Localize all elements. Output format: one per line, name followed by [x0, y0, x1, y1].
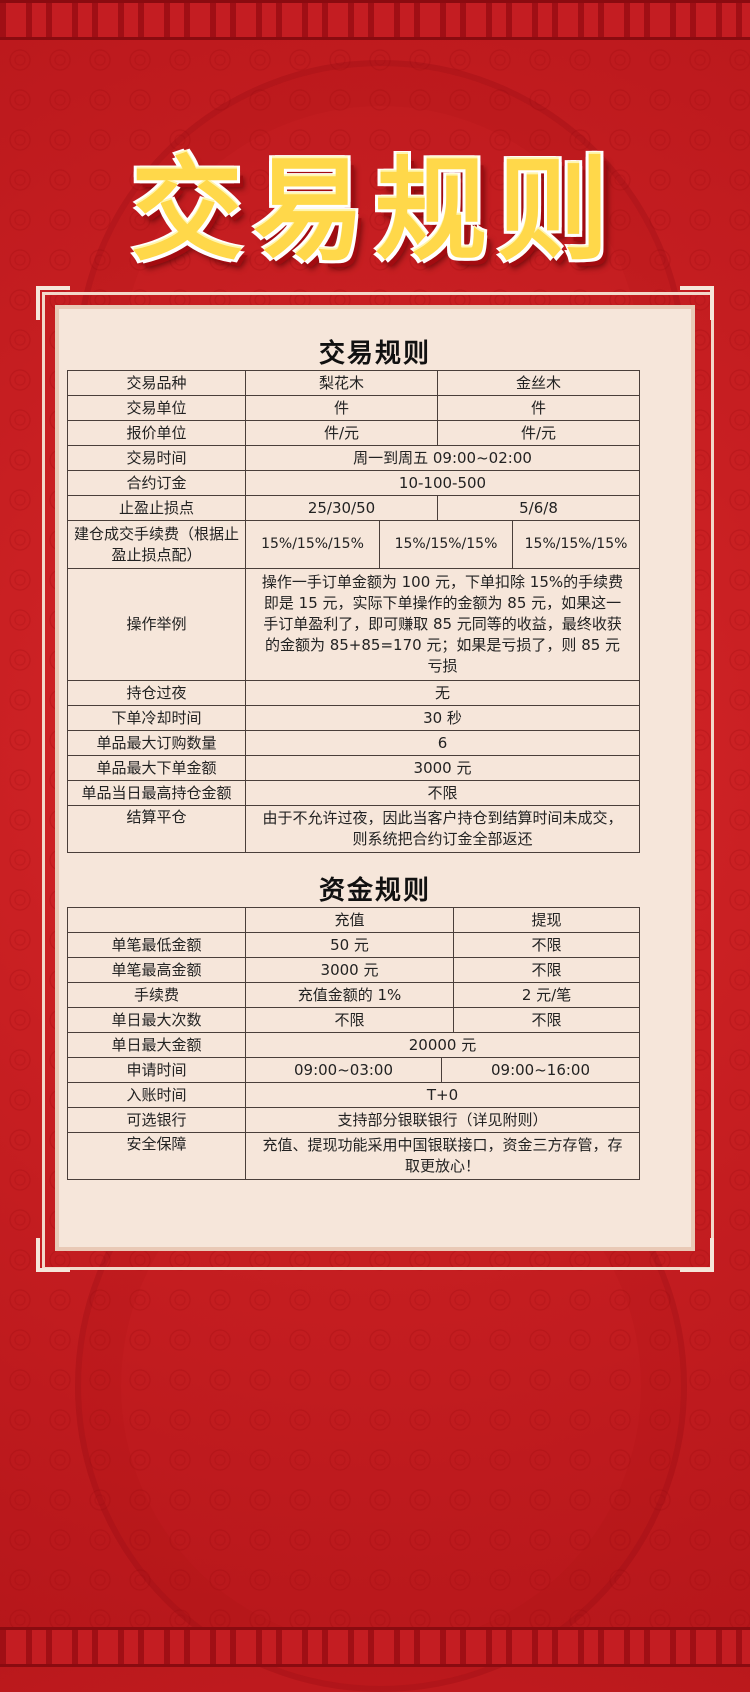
cell-value: 不限	[453, 957, 641, 983]
row-label: 止盈止损点	[67, 495, 246, 521]
column-header: 充值	[244, 907, 455, 933]
cell-value: 30 秒	[244, 705, 641, 731]
row-label: 单品最大下单金额	[67, 755, 246, 781]
row-label: 下单冷却时间	[67, 705, 246, 731]
table-row: 手续费 充值金额的 1% 2 元/笔	[67, 982, 641, 1008]
row-label: 可选银行	[67, 1107, 246, 1133]
cell-value: 不限	[453, 932, 641, 958]
empty-cell	[67, 907, 246, 933]
cell-value: 09:00~03:00	[245, 1057, 442, 1083]
cell-value: 无	[244, 680, 641, 706]
panel-frame	[42, 292, 714, 1270]
example-text: 操作一手订单金额为 100 元，下单扣除 15%的手续费即是 15 元，实际下单…	[244, 568, 641, 681]
table-row: 申请时间 09:00~03:00 09:00~16:00	[67, 1057, 641, 1083]
bottom-border-band	[0, 1627, 750, 1667]
row-label: 交易品种	[67, 370, 246, 396]
table-row: 合约订金 10-100-500	[67, 470, 641, 496]
top-border-band	[0, 0, 750, 40]
frame-corner	[680, 1238, 714, 1272]
column-header: 提现	[453, 907, 641, 933]
cell-value: 不限	[244, 780, 641, 806]
cell-value: 10-100-500	[244, 470, 641, 496]
cell-value: 不限	[244, 1007, 455, 1033]
cell-value: 件/元	[244, 420, 439, 446]
row-label: 报价单位	[67, 420, 246, 446]
cell-value: 件	[437, 395, 641, 421]
table-row: 下单冷却时间 30 秒	[67, 705, 641, 731]
cell-value: 充值、提现功能采用中国银联接口，资金三方存管，存取更放心！	[244, 1132, 641, 1180]
frame-corner	[36, 286, 70, 320]
row-label: 单品最大订购数量	[67, 730, 246, 756]
table-row: 交易时间 周一到周五 09:00~02:00	[67, 445, 641, 471]
product-name: 梨花木	[244, 370, 439, 396]
table-row: 单日最大次数 不限 不限	[67, 1007, 641, 1033]
row-label: 入账时间	[67, 1082, 246, 1108]
table-row: 操作举例 操作一手订单金额为 100 元，下单扣除 15%的手续费即是 15 元…	[67, 568, 641, 681]
cell-value: 3000 元	[244, 755, 641, 781]
funds-section-title: 资金规则	[318, 876, 431, 906]
cell-value: 25/30/50	[244, 495, 439, 521]
cell-value: 件	[244, 395, 439, 421]
row-label: 单品当日最高持仓金额	[67, 780, 246, 806]
cell-value: 6	[244, 730, 641, 756]
table-row: 单笔最高金额 3000 元 不限	[67, 957, 641, 983]
row-label: 交易时间	[67, 445, 246, 471]
cell-value: 件/元	[437, 420, 641, 446]
table-row: 报价单位 件/元 件/元	[67, 420, 641, 446]
cell-value: 09:00~16:00	[440, 1057, 641, 1083]
cell-value: 支持部分银联银行（详见附则）	[244, 1107, 641, 1133]
row-label: 单日最大次数	[67, 1007, 246, 1033]
row-label: 操作举例	[67, 568, 246, 681]
trade-rules-table: 交易品种 梨花木 金丝木 交易单位 件 件 报价单位 件/元 件/元 交易时间 …	[67, 370, 641, 853]
row-label: 交易单位	[67, 395, 246, 421]
cell-value: 50 元	[244, 932, 455, 958]
row-label: 手续费	[67, 982, 246, 1008]
row-label: 申请时间	[67, 1057, 246, 1083]
table-row: 充值 提现	[67, 907, 641, 933]
row-label: 建仓成交手续费（根据止盈止损点配）	[67, 520, 246, 569]
cell-value: 15%/15%/15%	[512, 520, 641, 569]
row-label: 持仓过夜	[67, 680, 246, 706]
funds-rules-table: 充值 提现 单笔最低金额 50 元 不限 单笔最高金额 3000 元 不限 手续…	[67, 907, 641, 1180]
row-label: 单笔最低金额	[67, 932, 246, 958]
table-row: 入账时间 T+0	[67, 1082, 641, 1108]
frame-corner	[36, 1238, 70, 1272]
row-label: 结算平仓	[67, 805, 246, 853]
table-row: 单品最大订购数量 6	[67, 730, 641, 756]
cell-value: 充值金额的 1%	[244, 982, 455, 1008]
cell-value: 3000 元	[244, 957, 455, 983]
cell-value: 15%/15%/15%	[378, 520, 514, 569]
table-row: 单笔最低金额 50 元 不限	[67, 932, 641, 958]
cell-value: 5/6/8	[437, 495, 641, 521]
row-label: 安全保障	[67, 1132, 246, 1180]
table-row: 可选银行 支持部分银联银行（详见附则）	[67, 1107, 641, 1133]
banner-title: 交易规则	[131, 146, 619, 276]
row-label: 单日最大金额	[67, 1032, 246, 1058]
cell-value: T+0	[244, 1082, 641, 1108]
cell-value: 周一到周五 09:00~02:00	[244, 445, 641, 471]
table-row: 单品当日最高持仓金额 不限	[67, 780, 641, 806]
table-row: 交易品种 梨花木 金丝木	[67, 370, 641, 396]
table-row: 单日最大金额 20000 元	[67, 1032, 641, 1058]
row-label: 合约订金	[67, 470, 246, 496]
row-label: 单笔最高金额	[67, 957, 246, 983]
cell-value: 2 元/笔	[453, 982, 641, 1008]
table-row: 结算平仓 由于不允许过夜，因此当客户持仓到结算时间未成交，则系统把合约订金全部返…	[67, 805, 641, 853]
table-row: 单品最大下单金额 3000 元	[67, 755, 641, 781]
table-row: 安全保障 充值、提现功能采用中国银联接口，资金三方存管，存取更放心！	[67, 1132, 641, 1180]
cell-value: 不限	[453, 1007, 641, 1033]
table-row: 交易单位 件 件	[67, 395, 641, 421]
product-name: 金丝木	[437, 370, 641, 396]
cell-value: 20000 元	[244, 1032, 641, 1058]
table-row: 建仓成交手续费（根据止盈止损点配） 15%/15%/15% 15%/15%/15…	[67, 520, 641, 569]
cell-value: 由于不允许过夜，因此当客户持仓到结算时间未成交，则系统把合约订金全部返还	[244, 805, 641, 853]
cell-value: 15%/15%/15%	[245, 520, 380, 569]
table-row: 持仓过夜 无	[67, 680, 641, 706]
table-row: 止盈止损点 25/30/50 5/6/8	[67, 495, 641, 521]
frame-corner	[680, 286, 714, 320]
trade-section-title: 交易规则	[318, 339, 431, 369]
